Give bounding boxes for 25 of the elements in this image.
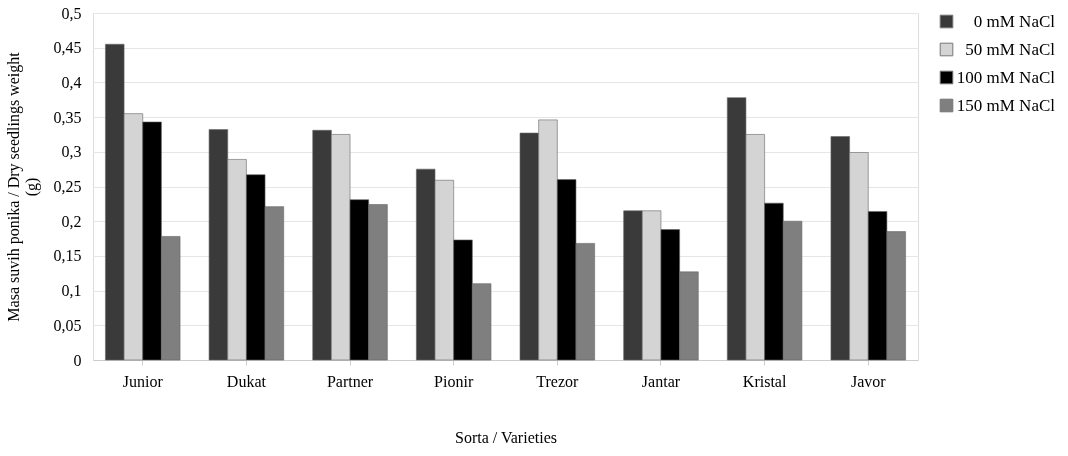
- legend-label: 0 mM NaCl: [973, 11, 1056, 31]
- x-axis-title: Sorta / Varieties: [455, 428, 557, 446]
- legend-label: 150 mM NaCl: [956, 95, 1056, 115]
- y-tick-label: 0,5: [61, 4, 82, 22]
- x-tick-label: Kristal: [742, 372, 787, 390]
- x-tick-label: Dukat: [226, 372, 267, 390]
- legend-label: 50 mM NaCl: [965, 39, 1056, 59]
- y-tick-label: 0,2: [61, 212, 82, 230]
- x-tick-label: Trezor: [536, 372, 580, 390]
- y-tick-label: 0,4: [61, 73, 82, 91]
- x-tick-label: Javor: [850, 372, 887, 390]
- y-tick-label: 0,3: [61, 143, 82, 161]
- y-axis-title: Masa suvih ponika / Dry seedlings weight (g): [4, 51, 41, 322]
- x-tick-label: Jantar: [641, 372, 681, 390]
- x-tick-label: Pionir: [434, 372, 474, 390]
- y-tick-label: 0,05: [53, 316, 82, 334]
- y-tick-label: 0,15: [53, 247, 82, 265]
- y-tick-label: 0,45: [53, 39, 82, 57]
- x-tick-label: Partner: [326, 372, 374, 390]
- y-tick-label: 0,25: [53, 178, 82, 195]
- y-tick-label: 0,35: [53, 108, 82, 126]
- y-tick-label: 0,1: [61, 282, 82, 300]
- x-tick-label: Junior: [122, 372, 164, 390]
- y-tick-label: 0: [73, 351, 82, 369]
- legend-label: 100 mM NaCl: [956, 67, 1056, 87]
